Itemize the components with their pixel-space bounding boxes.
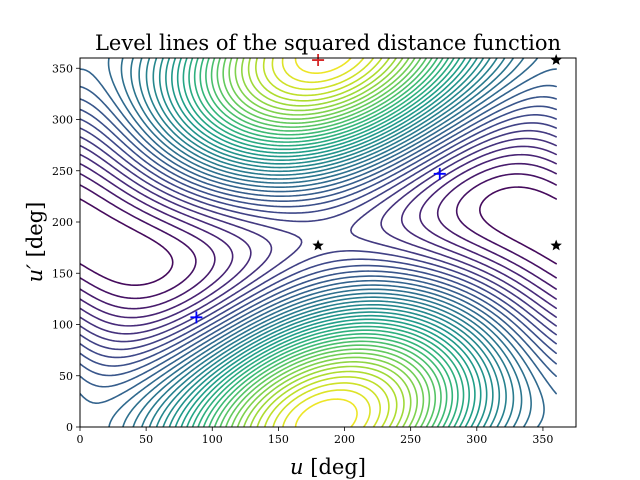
contour-level — [80, 145, 557, 327]
contour-level — [80, 95, 557, 377]
y-tick-label: 0 — [66, 421, 73, 434]
contour-level — [80, 84, 557, 388]
contour-level — [80, 153, 557, 319]
x-tick-label: 0 — [77, 433, 84, 446]
contour-level — [182, 58, 470, 427]
contour-level — [158, 58, 494, 427]
x-tick-label: 300 — [466, 433, 487, 446]
y-axis-label-unit: [deg] — [23, 202, 47, 264]
y-tick-label: 150 — [52, 267, 73, 280]
marker-saddle — [550, 54, 562, 65]
marker-saddle — [312, 239, 324, 251]
contour-level — [152, 58, 501, 427]
contour-level — [216, 58, 437, 427]
contour-level — [234, 58, 418, 427]
contour-level — [80, 105, 557, 367]
contour-level — [120, 58, 532, 427]
y-axis-label-var: u′ — [23, 264, 47, 283]
contour-level — [80, 162, 557, 310]
x-tick-label: 200 — [334, 433, 355, 446]
contour-level — [193, 58, 459, 427]
x-axis-label: u [deg] — [290, 455, 366, 479]
y-tick-label: 250 — [52, 165, 73, 178]
contour-level — [210, 58, 442, 427]
y-axis-label: u′ [deg] — [23, 202, 47, 283]
x-tick-label: 100 — [202, 433, 223, 446]
contour-level — [80, 129, 557, 343]
contour-level — [255, 58, 398, 427]
x-axis-ticks: 0 50 100 150 200 250 300 350 — [77, 427, 553, 446]
plot-frame — [79, 57, 577, 428]
contour-level — [130, 58, 523, 427]
x-tick-label: 250 — [400, 433, 421, 446]
contour-level — [199, 58, 454, 427]
contour-level — [247, 58, 405, 427]
x-axis-label-var: u — [290, 455, 304, 479]
contour-level — [205, 58, 448, 427]
marker-layer — [190, 54, 562, 324]
contour-level — [80, 122, 557, 351]
contour-level — [80, 68, 557, 404]
contour-lines — [80, 58, 557, 427]
y-tick-label: 100 — [52, 319, 73, 332]
x-tick-label: 50 — [139, 433, 153, 446]
contour-level — [271, 58, 381, 427]
y-axis-ticks: 0 50 100 150 200 250 300 350 — [52, 62, 80, 434]
contour-level — [107, 58, 545, 427]
y-tick-label: 50 — [59, 370, 73, 383]
contour-level — [138, 58, 515, 427]
marker-max — [312, 54, 325, 67]
y-tick-label: 350 — [52, 62, 73, 75]
contour-level — [165, 58, 488, 427]
marker-min — [433, 167, 446, 180]
contour-level — [241, 58, 412, 427]
marker-min — [190, 311, 203, 324]
contour-level — [80, 186, 557, 286]
y-tick-label: 200 — [52, 216, 73, 229]
y-tick-label: 300 — [52, 114, 73, 127]
marker-saddle — [550, 239, 562, 251]
contour-level — [171, 58, 482, 427]
x-tick-label: 150 — [268, 433, 289, 446]
contour-level — [262, 58, 390, 427]
x-axis-label-unit: [deg] — [304, 455, 366, 479]
contour-level — [80, 137, 557, 335]
contour-level — [80, 114, 557, 359]
chart-title: Level lines of the squared distance func… — [95, 31, 561, 55]
contour-level — [294, 58, 358, 427]
contour-level — [281, 58, 371, 427]
contour-level — [228, 58, 425, 427]
contour-level — [188, 58, 465, 427]
contour-level — [80, 173, 557, 300]
x-tick-label: 350 — [532, 433, 553, 446]
